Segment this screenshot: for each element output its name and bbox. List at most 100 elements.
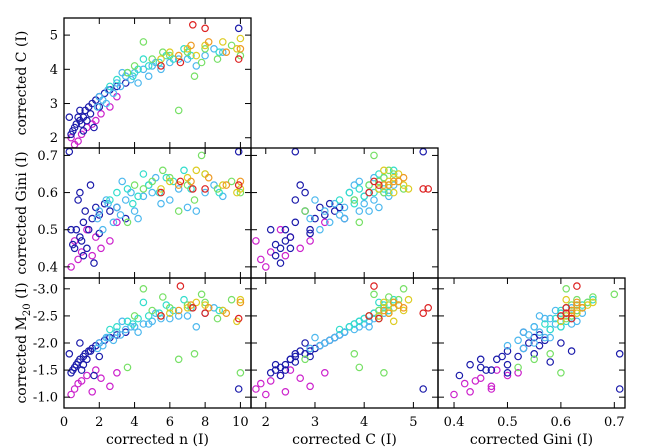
data-point <box>166 48 174 57</box>
data-point <box>113 331 121 339</box>
data-point <box>261 390 270 399</box>
data-point <box>90 123 98 132</box>
data-point <box>370 177 378 186</box>
data-point <box>219 181 227 189</box>
data-point <box>129 199 137 208</box>
data-point <box>174 207 183 215</box>
data-point <box>370 188 378 197</box>
x-axis-title: corrected n (I) <box>106 432 209 448</box>
data-point <box>76 339 84 347</box>
data-point <box>201 185 209 193</box>
data-point <box>234 148 243 156</box>
data-point <box>291 148 300 156</box>
data-point <box>219 192 227 201</box>
x-tick-label: 0.6 <box>551 415 572 430</box>
data-point <box>67 390 75 399</box>
data-point <box>252 385 260 393</box>
x-axis-title: corrected Gini (I) <box>470 432 593 448</box>
data-point <box>541 333 549 342</box>
data-point <box>174 306 183 315</box>
data-point <box>144 320 153 328</box>
data-point <box>83 355 91 364</box>
data-point <box>134 214 142 223</box>
data-point <box>148 188 157 197</box>
data-point <box>70 385 79 393</box>
data-point <box>215 188 224 197</box>
x-tick-label: 2 <box>95 415 103 430</box>
data-point <box>234 385 243 393</box>
data-point <box>589 298 597 307</box>
x-tick-label: 0 <box>60 415 68 430</box>
data-point <box>365 312 373 320</box>
data-point <box>546 314 555 323</box>
data-point <box>88 251 97 260</box>
data-point <box>487 385 496 393</box>
data-point <box>355 177 364 186</box>
data-point <box>487 366 496 374</box>
data-point <box>76 233 84 241</box>
data-point <box>350 181 359 189</box>
y-axis-title: corrected M20 (I) <box>14 282 33 403</box>
data-point <box>266 225 275 234</box>
data-point <box>335 196 344 204</box>
data-point <box>325 218 334 227</box>
data-point <box>320 218 329 227</box>
data-point <box>562 295 571 304</box>
data-point <box>578 303 587 312</box>
data-point <box>65 349 74 358</box>
data-point <box>365 181 373 189</box>
data-point <box>256 255 265 264</box>
data-point <box>197 151 206 160</box>
data-point <box>375 181 383 189</box>
data-point <box>180 166 188 175</box>
data-point <box>389 317 398 326</box>
data-point <box>116 331 125 339</box>
data-point <box>129 320 137 328</box>
data-point <box>306 344 314 353</box>
data-point <box>159 166 167 175</box>
data-point <box>350 320 359 328</box>
y-tick-label: 5 <box>50 29 58 44</box>
data-point <box>375 312 383 320</box>
data-point <box>67 368 75 377</box>
data-point <box>106 237 114 245</box>
data-point <box>95 352 104 361</box>
data-point <box>192 166 201 175</box>
data-point <box>399 185 408 193</box>
data-point <box>121 214 130 223</box>
data-point <box>301 188 309 197</box>
data-point <box>380 173 388 182</box>
data-point <box>345 188 354 197</box>
points-n-vs-M20 <box>65 282 245 399</box>
data-point <box>281 366 290 374</box>
data-point <box>291 196 300 204</box>
data-point <box>176 177 185 186</box>
panel-C-vs-M20: 2 3 4 5 corrected C (I) <box>250 277 439 448</box>
data-point <box>95 207 104 215</box>
data-point <box>77 237 86 245</box>
data-point <box>535 328 544 337</box>
data-point <box>375 314 383 323</box>
data-point <box>365 188 373 197</box>
data-point <box>316 225 324 234</box>
data-point <box>530 349 539 358</box>
data-point <box>190 72 199 81</box>
data-point <box>106 382 114 391</box>
data-point <box>79 360 88 369</box>
data-point <box>121 196 130 204</box>
data-point <box>546 358 555 366</box>
data-point <box>311 214 319 223</box>
data-point <box>271 251 280 260</box>
data-point <box>389 173 398 182</box>
data-point <box>261 263 270 271</box>
data-point <box>222 48 231 57</box>
data-point <box>276 244 285 253</box>
data-point <box>166 303 174 312</box>
data-point <box>227 41 236 50</box>
data-point <box>476 355 485 364</box>
data-point <box>286 233 295 241</box>
data-point <box>286 355 295 364</box>
data-point <box>118 68 127 77</box>
data-point <box>573 282 581 290</box>
